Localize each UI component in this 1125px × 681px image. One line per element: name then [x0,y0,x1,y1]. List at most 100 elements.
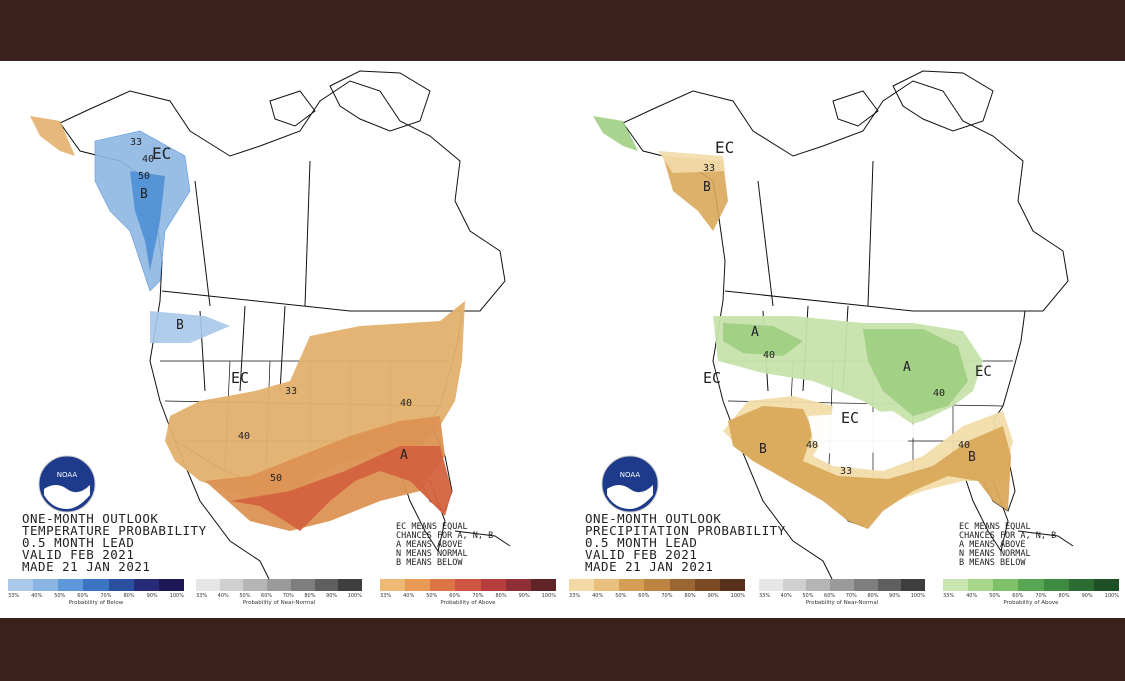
label-ec: EC [841,409,859,427]
color-swatch [405,579,431,591]
bar-tick-label: 90% [889,593,901,599]
label-contour: 40 [238,431,250,442]
bar-tick-label: 90% [326,593,338,599]
color-swatch [644,579,670,591]
boundary-line [867,160,874,307]
title-line: ONE-MONTH OUTLOOK [585,511,722,526]
color-swatch [1018,579,1044,591]
bar-tick-label: 80% [495,593,507,599]
bar-tick-label: 100% [169,593,184,599]
bar-tick-label: 50% [426,593,438,599]
bar-tick-label: 50% [615,593,627,599]
color-swatches [943,579,1119,591]
above-region-strong [230,446,452,531]
color-swatch [669,579,695,591]
boundary-line [239,305,246,392]
color-swatch [314,579,339,591]
bar-ticks: 33% 40% 50% 60% 70% 80% 90% 100% [380,593,556,599]
bar-tick-label: 60% [77,593,89,599]
color-swatch [877,579,902,591]
bar-caption: Probability of Near-Normal [242,600,316,606]
above-region-lakes-mid [863,329,968,416]
label-contour: 40 [933,388,945,399]
bar-tick-label: 90% [707,593,719,599]
color-swatch [243,579,268,591]
color-swatch [806,579,831,591]
legend-line: N MEANS NORMAL [959,549,1031,559]
bar-tick-label: 80% [1058,593,1070,599]
legend-line: CHANCES FOR A, N, B [959,531,1057,541]
above-color-bar: 33% 40% 50% 60% 70% 80% 90% 100% Probability of… [380,579,556,611]
bar-tick-label: 40% [780,593,792,599]
title-line: 0.5 MONTH LEAD [22,535,135,550]
bar-ticks: 33% 40% 50% 60% 70% 80% 90% 100% [196,593,362,599]
bar-tick-label: 33% [943,593,955,599]
color-swatch [83,579,109,591]
below-region-northwest [150,311,230,343]
bar-tick-label: 80% [123,593,135,599]
bar-tick-label: 70% [661,593,673,599]
color-swatches [759,579,926,591]
bar-tick-label: 70% [282,593,294,599]
title-line: PRECIPITATION PROBABILITY [585,523,786,538]
legend-line: B MEANS BELOW [396,558,463,568]
bar-ticks: 33% 40% 50% 60% 70% 80% 90% 100% [943,593,1119,599]
color-swatch [380,579,406,591]
color-swatch [782,579,807,591]
bar-tick-label: 33% [8,593,20,599]
label-contour: 40 [142,154,154,165]
arctic-islands [892,70,994,132]
color-swatch [267,579,291,591]
caribbean-islands [1017,530,1074,547]
bar-tick-label: 80% [304,593,316,599]
bar-tick-label: 40% [403,593,415,599]
bar-caption: Probability of Above [1003,600,1059,606]
bar-tick-label: 33% [380,593,392,599]
ec-region-center [808,411,923,456]
caribbean-islands [454,530,511,547]
below-region-alaska-light [658,151,725,173]
below-region-south-mid [728,406,1011,529]
label-b: B [759,442,767,457]
label-contour: 33 [703,163,715,174]
bar-caption: Probability of Near-Normal [805,600,879,606]
bar-tick-label: 50% [239,593,251,599]
color-swatch [8,579,34,591]
map-title: ONE-MONTH OUTLOOK TEMPERATURE PROBABILIT… [22,512,207,573]
bar-tick-label: 33% [196,593,208,599]
color-swatch [430,579,456,591]
legend-line: EC MEANS EQUAL [959,522,1031,532]
color-swatch [33,579,59,591]
near-normal-color-bar: 33% 40% 50% 60% 70% 80% 90% 100% Probability of… [759,579,926,611]
color-swatch [338,579,363,591]
bar-tick-label: 60% [824,593,836,599]
label-a: A [903,360,911,375]
color-swatch [943,579,969,591]
bar-tick-label: 70% [845,593,857,599]
boundary-line [279,305,286,392]
title-line: TEMPERATURE PROBABILITY [22,523,207,538]
logo-text: NOAA [57,471,78,479]
label-ec: EC [703,369,721,387]
label-contour: 40 [763,350,775,361]
above-region-aleutian [593,116,638,151]
bar-tick-label: 100% [910,593,925,599]
arctic-islands [329,70,431,132]
color-swatch [480,579,506,591]
bar-tick-label: 33% [759,593,771,599]
bar-tick-label: 100% [347,593,362,599]
title-line: VALID FEB 2021 [585,547,698,562]
color-swatch [290,579,315,591]
boundary-line [724,290,1025,312]
ec-legend: EC MEANS EQUAL CHANCES FOR A, N, B A MEA… [396,523,493,568]
bar-tick-label: 80% [867,593,879,599]
color-swatch [530,579,556,591]
boundary-line [161,290,462,312]
color-swatch [594,579,620,591]
color-swatches [569,579,745,591]
bar-tick-label: 70% [1035,593,1047,599]
label-contour: 50 [270,473,282,484]
label-contour: 50 [138,171,150,182]
legend-line: CHANCES FOR A, N, B [396,531,494,541]
bar-tick-label: 60% [638,593,650,599]
